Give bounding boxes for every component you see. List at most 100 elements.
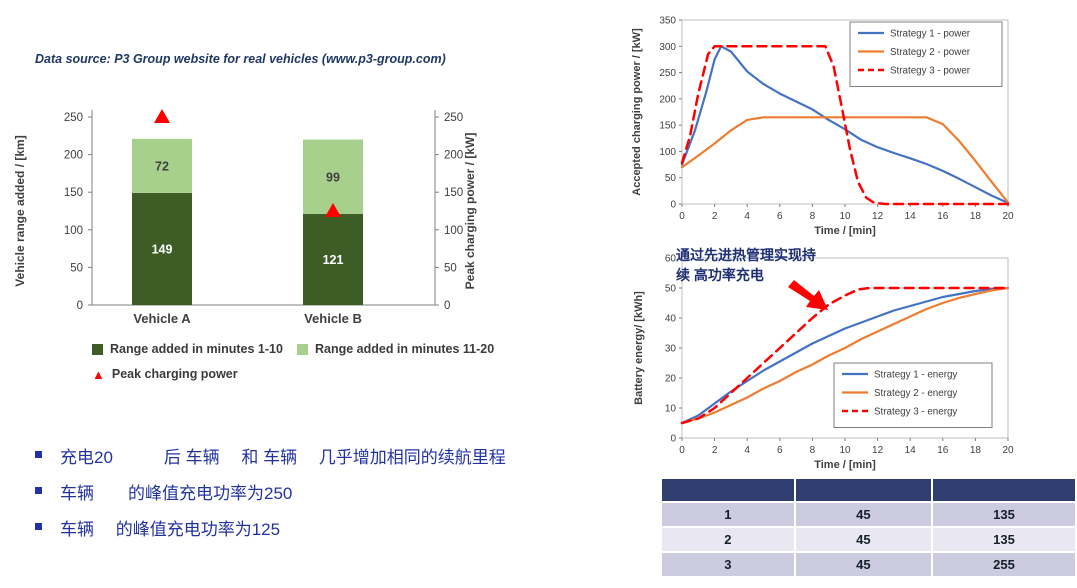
energy-line-chart: 0 10 20 30 40 50 60 0 2 4 6 8 10 12 14 16 18 20 Time / [mi… [633,254,1014,472]
chart-text: Strategy 2 - power [890,47,971,58]
table-cell: 45 [795,528,932,551]
table-header-cell [933,479,1075,501]
table-row: 2 45 135 [662,528,1075,551]
power-line-chart: 0 50 100 150 200 250 300 350 0 2 4 6 8 10 12 14 16 18 20 Ti… [631,16,1014,238]
chart-text: 0 [444,300,450,312]
chart-text: 149 [152,242,173,256]
chart-text: 12 [872,445,884,456]
table-cell: 135 [933,503,1075,526]
legend-swatch [92,343,103,355]
series-line [680,45,1010,206]
chart-text: Strategy 1 - power [890,29,971,40]
bullet-list: 充电20 后 车辆 和 车辆 几乎增加相同的续航里程车辆 的峰值充电功率为250… [33,443,623,551]
chart-text: 20 [1002,211,1014,222]
chart-text: 4 [744,445,750,456]
triangle-marker-icon: ▲ [92,366,105,382]
chart-text: 2 [712,445,718,456]
table-row: 1 45 135 [662,503,1075,526]
table-cell: 2 [662,528,794,551]
chart-text: 8 [810,445,816,456]
table-cell: 45 [795,553,932,576]
thermal-management-annotation: 通过先进热管理实现持 续 高功率充电 [676,247,816,284]
bar-chart-legend: Range added in minutes 1-10 Range added i… [92,342,582,392]
chart-text: 60 [665,254,677,265]
chart-text: 16 [937,445,949,456]
series-line [680,286,1010,425]
chart-text: 20 [665,374,677,385]
chart-text: 50 [70,262,83,274]
chart-text: Strategy 2 - energy [874,388,957,399]
chart-text: Strategy 1 - energy [874,370,957,381]
results-table: 1 45 135 2 45 135 3 45 255 [660,477,1077,578]
chart-text: 250 [64,112,83,124]
bar-legend-row-marker: ▲ Peak charging power [92,367,582,381]
chart-text: 10 [839,445,851,456]
series-line [680,286,1010,425]
chart-text: 99 [326,170,340,184]
bar-segment [303,139,363,215]
chart-text: 150 [444,187,463,199]
chart-text: 18 [970,445,982,456]
chart-text: 200 [659,94,676,105]
legend-item: ▲ Peak charging power [92,367,238,381]
chart-text: Vehicle range added / [km] [13,135,27,286]
table-row: 3 45 255 [662,553,1075,576]
legend-item: Range added in minutes 1-10 [92,342,283,356]
chart-text: 0 [670,200,676,211]
chart-text: 350 [659,16,676,27]
chart-text: Vehicle A [133,311,191,326]
table-cell: 135 [933,528,1075,551]
chart-text: Battery energy/ [kWh] [633,291,645,405]
annotation-arrow-icon [788,280,828,310]
chart-text: Strategy 3 - energy [874,407,957,418]
bar-chart: 0 0 50 50 100 100 150 150 200 200 250 250 149 72 Vehic… [13,109,477,326]
chart-text: 16 [937,211,949,222]
chart-text: 150 [659,121,676,132]
chart-text: Time / [min] [814,225,876,237]
legend-item: Range added in minutes 11-20 [296,342,495,356]
chart-text: 6 [777,445,783,456]
bullet-item: 车辆 的峰值充电功率为250 [33,479,623,504]
chart-text: 14 [905,211,917,222]
arrow-shape [788,280,828,310]
chart-text: Peak charging power / [kW] [463,133,477,290]
chart-text: 14 [905,445,917,456]
bullet-marker-icon [35,451,42,458]
legend-label: Range added in minutes 11-20 [314,342,495,356]
chart-text: 121 [323,253,344,267]
chart-text: 150 [64,187,83,199]
legend-swatch [296,343,308,355]
table-header-cell [795,479,932,501]
chart-text: Vehicle B [304,311,362,326]
data-source-note: Data source: P3 Group website for real v… [35,52,446,66]
chart-text: 50 [665,173,677,184]
chart-text: 0 [679,211,685,222]
bullet-marker-icon [35,487,42,494]
table-header-row [662,479,1075,501]
chart-text: 10 [665,404,677,415]
bullet-item: 车辆 的峰值充电功率为125 [33,515,623,540]
bullet-text: 车辆 的峰值充电功率为125 [60,520,281,539]
chart-text: 30 [665,344,677,355]
chart-text: 300 [659,42,676,53]
bullet-text: 充电20 后 车辆 和 车辆 几乎增加相同的续航里程 [60,448,506,467]
chart-text: 100 [64,225,83,237]
legend-label: Range added in minutes 1-10 [110,342,283,356]
chart-text: 4 [744,211,750,222]
table-header-cell [662,479,794,501]
chart-text: 100 [659,147,676,158]
chart-text: 0 [77,300,83,312]
bullet-item: 充电20 后 车辆 和 车辆 几乎增加相同的续航里程 [33,443,623,468]
chart-text: Accepted charging power / [kW] [631,28,643,196]
chart-text: 0 [679,445,685,456]
chart-text: 12 [872,211,884,222]
bar-segment [132,138,192,193]
bullet-marker-icon [35,523,42,530]
chart-text: 200 [64,150,83,162]
table-cell: 1 [662,503,794,526]
chart-text: 10 [839,211,851,222]
chart-text: Time / [min] [814,459,876,471]
table-cell: 45 [795,503,932,526]
chart-text: 72 [155,159,169,173]
